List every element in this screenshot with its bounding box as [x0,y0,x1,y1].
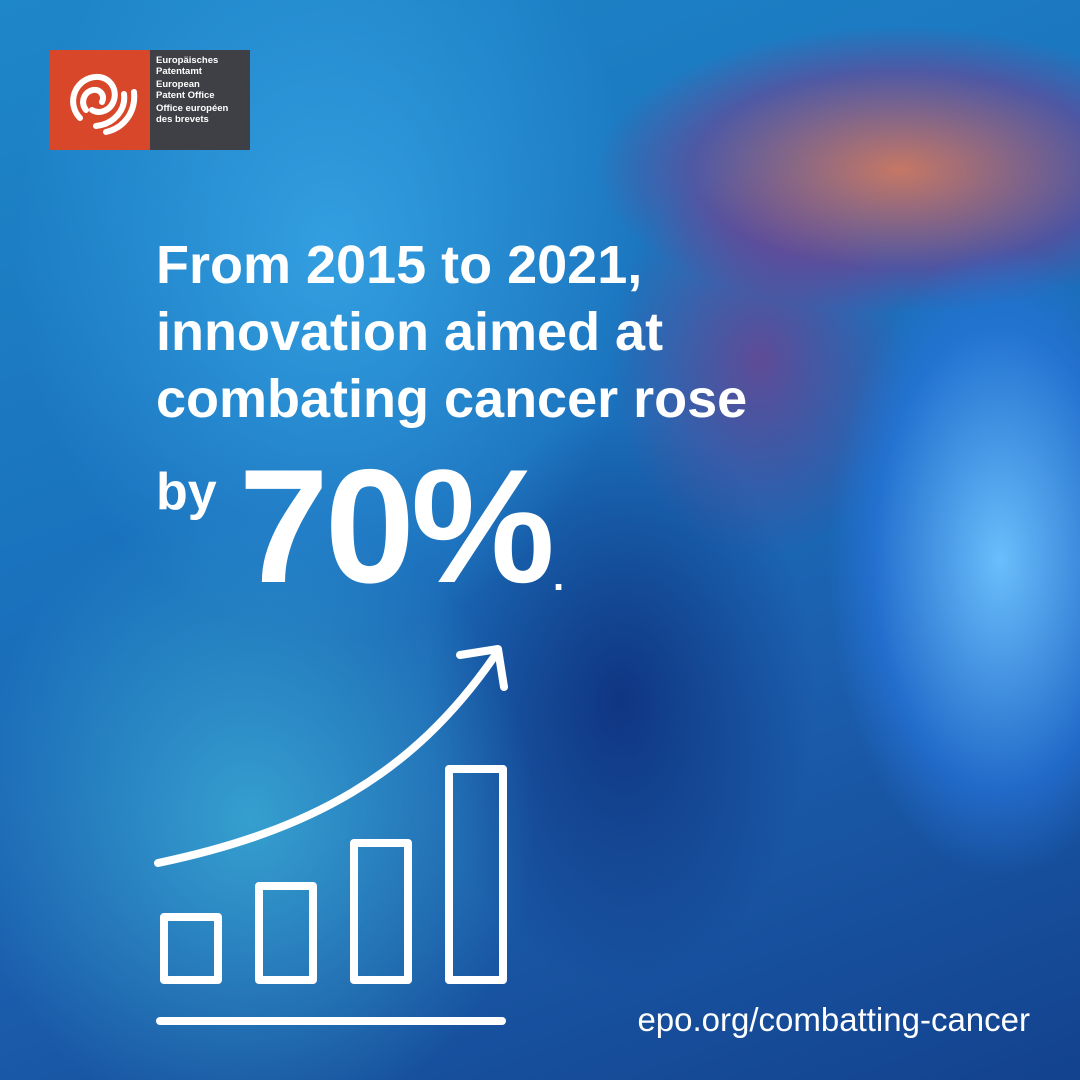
chart-bar-icon [255,882,317,984]
headline-line-3: combating cancer rose [156,369,748,429]
trend-arrow-icon [154,653,498,867]
rising-bar-chart-icon [154,645,508,1025]
arrow-head-icon [456,645,508,691]
logo-text-line: Patent Office [156,89,215,101]
by-label: by [156,463,217,521]
headline: From 2015 to 2021, innovation aimed at c… [156,232,747,433]
epo-logo-mark-icon [50,50,150,150]
percent-value: 70% [238,436,555,617]
website-link[interactable]: epo.org/combatting-cancer [637,1001,1030,1038]
epo-logo-text: Europäisches Patentamt European Patent O… [150,50,250,150]
logo-text-line: des brevets [156,113,209,125]
chart-bar-icon [350,839,412,984]
chart-bar-icon [445,765,507,984]
chart-bar-icon [160,913,222,984]
period: . [552,555,565,599]
logo-text-line: Office européen [156,103,229,114]
headline-line-2: innovation aimed at [156,302,664,362]
epo-logo[interactable]: Europäisches Patentamt European Patent O… [50,50,250,150]
logo-text-line: Europäisches [156,55,219,66]
logo-text-line: European [156,79,200,90]
logo-text-line: Patentamt [156,65,202,77]
headline-line-1: From 2015 to 2021, [156,235,643,295]
statistic: by 70% . [156,436,565,617]
